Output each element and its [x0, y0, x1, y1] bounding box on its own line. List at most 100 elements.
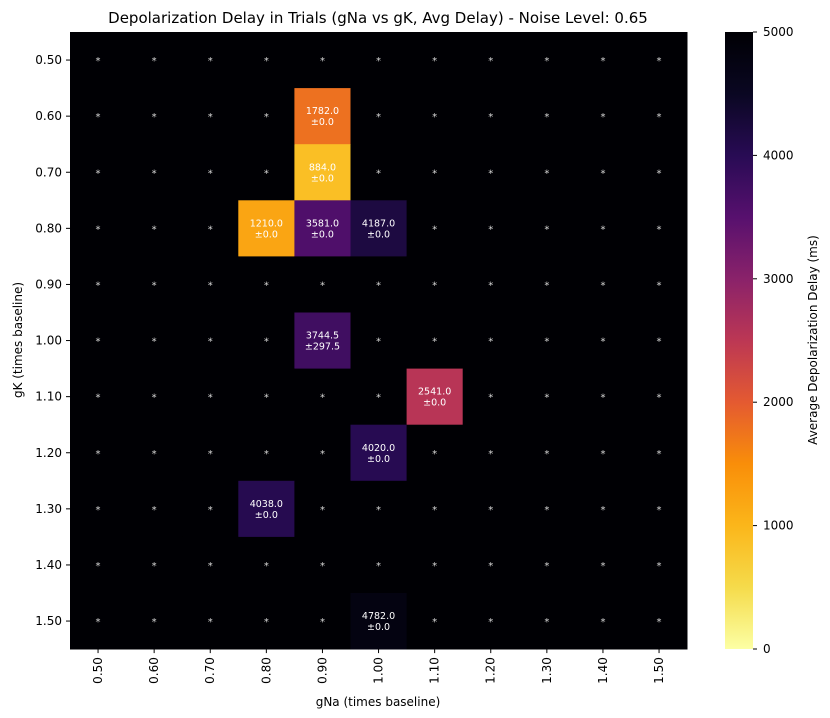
no-data-marker: * — [208, 168, 213, 179]
heatmap-cell — [518, 368, 576, 426]
heatmap-cell — [350, 256, 407, 313]
no-data-marker: * — [600, 449, 605, 460]
heatmap-cell — [631, 32, 688, 89]
no-data-marker: * — [432, 280, 437, 291]
no-data-marker: * — [432, 168, 437, 179]
x-tick-label: 0.90 — [315, 657, 329, 684]
no-data-marker: * — [600, 168, 605, 179]
heatmap-cell — [574, 424, 632, 482]
no-data-marker: * — [432, 56, 437, 67]
no-data-marker: * — [657, 393, 662, 404]
heatmap-cell — [406, 368, 464, 426]
no-data-marker: * — [488, 337, 493, 348]
heatmap-cell — [406, 480, 464, 538]
no-data-marker: * — [152, 561, 157, 572]
heatmap-cell — [294, 256, 351, 313]
no-data-marker: * — [208, 337, 213, 348]
colorbar-tick-label: 3000 — [763, 272, 794, 286]
no-data-marker: * — [376, 393, 381, 404]
no-data-marker: * — [544, 224, 549, 235]
no-data-marker: * — [320, 56, 325, 67]
x-axis-label: gNa (times baseline) — [316, 695, 441, 709]
colorbar-tick-label: 4000 — [763, 148, 794, 162]
heatmap-cell — [350, 593, 407, 650]
y-axis-label: gK (times baseline) — [11, 282, 25, 398]
x-tick-label: 0.80 — [259, 657, 273, 684]
heatmap-cell — [631, 144, 688, 201]
heatmap-cell — [518, 424, 576, 482]
no-data-marker: * — [320, 280, 325, 291]
no-data-marker: * — [544, 617, 549, 628]
cell-std-label: ±0.0 — [367, 454, 390, 465]
no-data-marker: * — [264, 617, 269, 628]
heatmap-cell — [462, 593, 520, 650]
heatmap-cell — [518, 200, 576, 257]
y-tick-label: 1.20 — [35, 446, 62, 460]
y-tick-label: 0.60 — [35, 109, 62, 123]
heatmap-cell — [462, 368, 520, 426]
cell-std-label: ±297.5 — [305, 342, 340, 353]
heatmap-cell — [631, 88, 688, 145]
heatmap-cell — [350, 144, 407, 201]
heatmap-cell — [462, 256, 520, 313]
cell-std-label: ±0.0 — [367, 622, 390, 633]
no-data-marker: * — [488, 393, 493, 404]
heatmap-cell — [238, 536, 295, 594]
heatmap-cell — [574, 536, 632, 594]
no-data-marker: * — [488, 280, 493, 291]
heatmap-cell — [462, 312, 520, 369]
heatmap-cell — [631, 256, 688, 313]
x-tick-label: 1.20 — [484, 657, 498, 684]
heatmap-cell — [574, 200, 632, 257]
heatmap-cell — [238, 593, 295, 650]
no-data-marker: * — [96, 112, 101, 123]
y-tick-label: 0.50 — [35, 53, 62, 67]
heatmap-cell — [631, 312, 688, 369]
x-tick-label: 1.30 — [540, 657, 554, 684]
heatmap-cell — [518, 88, 576, 145]
heatmap-cell — [126, 88, 183, 145]
heatmap-cell — [294, 593, 351, 650]
heatmap-cell — [126, 480, 183, 538]
heatmap-cell — [70, 200, 127, 257]
no-data-marker: * — [320, 393, 325, 404]
heatmap-cell — [574, 144, 632, 201]
cell-value-label: 2541.0 — [418, 387, 451, 398]
heatmap-cell — [574, 593, 632, 650]
cell-std-label: ±0.0 — [423, 398, 446, 409]
no-data-marker: * — [264, 337, 269, 348]
heatmap-cell — [70, 536, 127, 594]
cell-value-label: 1210.0 — [250, 218, 283, 229]
no-data-marker: * — [208, 561, 213, 572]
heatmap-cell — [350, 536, 407, 594]
no-data-marker: * — [488, 224, 493, 235]
no-data-marker: * — [208, 449, 213, 460]
heatmap-cell — [518, 312, 576, 369]
no-data-marker: * — [544, 505, 549, 516]
y-tick-label: 0.80 — [35, 221, 62, 235]
no-data-marker: * — [152, 112, 157, 123]
heatmap-cell — [518, 593, 576, 650]
heatmap-cell — [406, 144, 464, 201]
no-data-marker: * — [544, 56, 549, 67]
no-data-marker: * — [432, 561, 437, 572]
heatmap-cell — [238, 368, 295, 426]
heatmap-cell — [126, 424, 183, 482]
heatmap-cell — [574, 368, 632, 426]
heatmap-cell — [238, 424, 295, 482]
heatmap-cell — [126, 368, 183, 426]
heatmap-cell — [70, 256, 127, 313]
x-axis: 0.50 0.60 0.70 0.80 0.90 1.00 1.10 1.20 1.30 1.40… — [91, 649, 666, 684]
colorbar-tick-label: 5000 — [763, 25, 794, 39]
no-data-marker: * — [488, 112, 493, 123]
no-data-marker: * — [432, 449, 437, 460]
no-data-marker: * — [320, 505, 325, 516]
no-data-marker: * — [376, 56, 381, 67]
heatmap-cell — [70, 593, 127, 650]
y-tick-label: 1.30 — [35, 502, 62, 516]
no-data-marker: * — [376, 337, 381, 348]
heatmap-cell — [126, 593, 183, 650]
no-data-marker: * — [657, 112, 662, 123]
heatmap-cell — [406, 88, 464, 145]
no-data-marker: * — [432, 337, 437, 348]
